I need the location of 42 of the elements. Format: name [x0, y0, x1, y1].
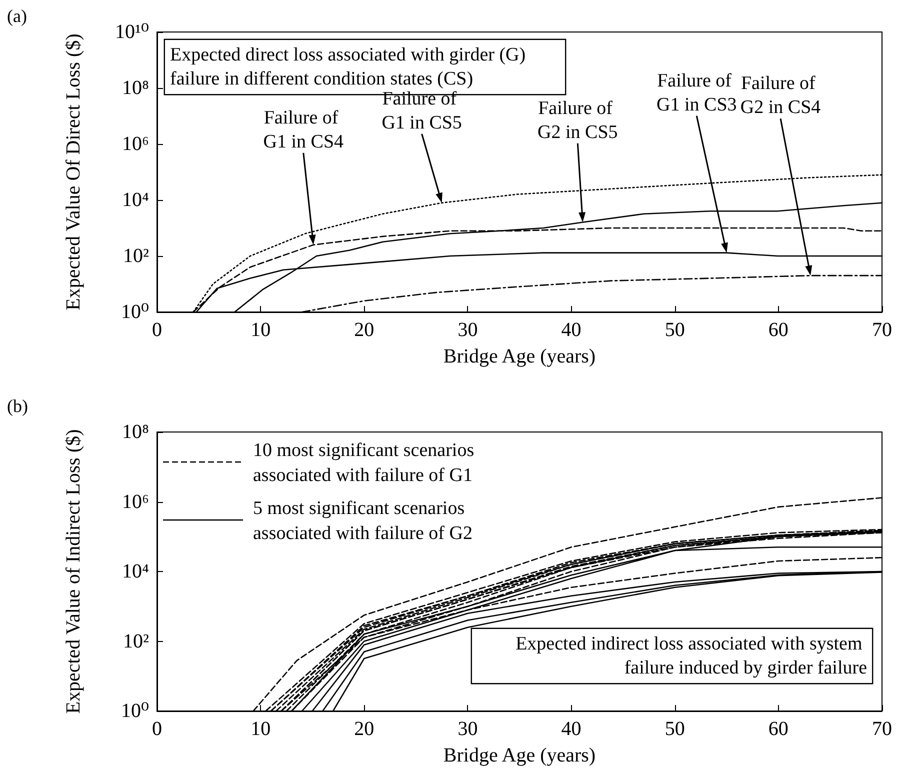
x-tick-label: 40	[561, 718, 582, 740]
annotation: Failure of G1 in CS3	[656, 70, 737, 116]
x-tick-label: 50	[664, 718, 685, 740]
x-axis-title: Bridge Age (years)	[443, 744, 596, 766]
annotation: Expected indirect loss associated with system failure induced by girder failure	[516, 634, 867, 678]
x-tick-label: 60	[768, 718, 788, 740]
x-tick-label: 10	[250, 718, 271, 740]
chart-title: (b)	[7, 396, 28, 416]
x-tick-label: 20	[354, 319, 374, 341]
x-tick-label: 40	[561, 319, 582, 341]
x-tick-label: 60	[768, 319, 788, 341]
y-tick-label: 10¹⁰	[114, 21, 149, 43]
y-tick-label: 10⁸	[122, 421, 150, 443]
x-tick-label: 50	[664, 319, 685, 341]
x-tick-label: 0	[152, 718, 162, 740]
x-tick-label: 10	[250, 319, 271, 341]
y-tick-label: 10²	[123, 630, 149, 652]
x-tick-label: 20	[354, 718, 374, 740]
legend-label: 5 most significant scenarios associated with failure of G2	[253, 498, 472, 544]
x-tick-label: 70	[872, 718, 892, 740]
y-axis-title: Expected Value Of Direct Loss ($)	[62, 34, 84, 310]
y-tick-label: 10⁸	[122, 77, 150, 99]
y-tick-label: 10⁶	[122, 133, 150, 155]
x-axis-title: Bridge Age (years)	[443, 345, 596, 368]
legend-label: 10 most significant scenarios associated with failure of G1	[253, 440, 479, 486]
annotation: Failure of G2 in CS4	[740, 73, 822, 118]
x-tick-label: 0	[152, 319, 162, 341]
y-tick-label: 10²	[123, 245, 149, 267]
annotation: Failure of G2 in CS5	[538, 98, 618, 143]
annotation: Failure of G1 in CS4	[263, 107, 344, 152]
y-tick-label: 10⁰	[120, 301, 149, 323]
annotation: Failure of G1 in CS5	[382, 88, 462, 134]
y-axis-title: Expected Value of Indirect Loss ($)	[62, 429, 84, 714]
y-tick-label: 10⁴	[122, 189, 150, 211]
y-tick-label: 10⁰	[120, 700, 149, 722]
y-tick-label: 10⁶	[122, 490, 150, 513]
y-tick-label: 10⁴	[122, 560, 150, 582]
x-tick-label: 30	[458, 718, 478, 740]
x-tick-label: 30	[458, 319, 478, 341]
annotation: Expected direct loss associated with girder (G) failure in different condition states (CS)	[170, 44, 530, 90]
chart-title: (a)	[7, 6, 27, 26]
x-tick-label: 70	[872, 319, 892, 341]
